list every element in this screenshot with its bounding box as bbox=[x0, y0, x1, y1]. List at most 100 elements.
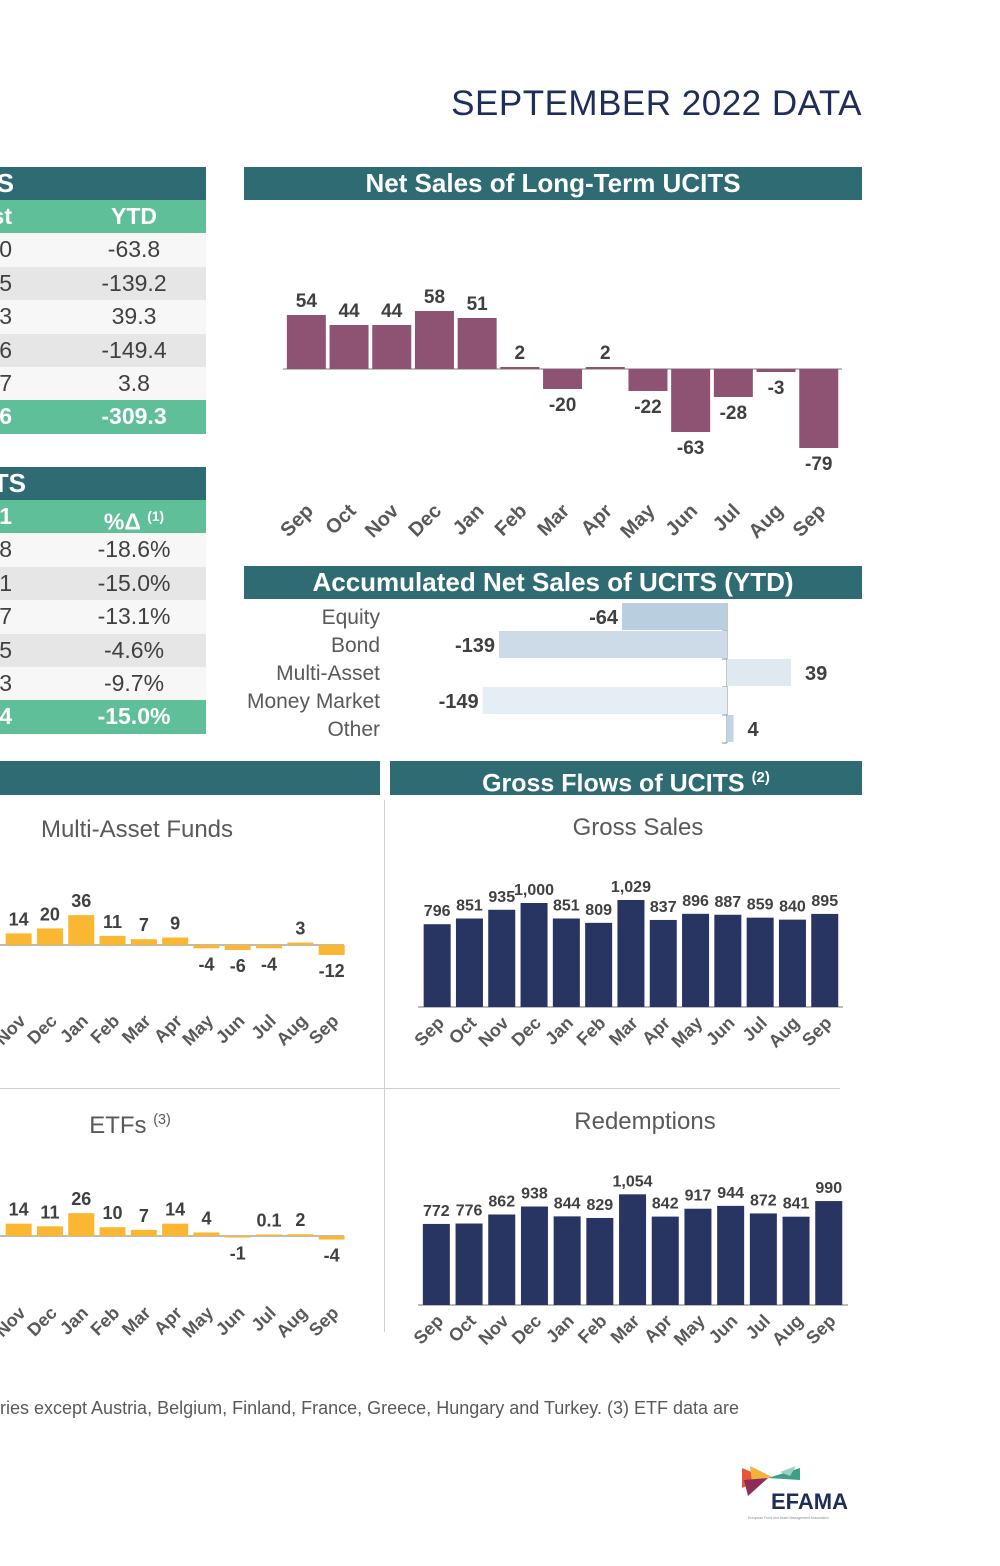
horizontal-divider bbox=[0, 1088, 840, 1089]
data-label: 851 bbox=[553, 897, 580, 914]
data-label: 3 bbox=[295, 919, 305, 939]
data-label: -139 bbox=[455, 635, 495, 657]
footnote: ries except Austria, Belgium, Finland, F… bbox=[0, 1398, 739, 1418]
etfs-title: ETFs (3) bbox=[89, 1112, 171, 1139]
x-tick-label: Mar bbox=[118, 1011, 155, 1048]
table-cell-value: -63.8 bbox=[107, 236, 161, 263]
bar bbox=[422, 1223, 450, 1305]
bar bbox=[488, 909, 516, 1007]
data-label: -63 bbox=[677, 438, 704, 459]
data-label: 1,000 bbox=[514, 882, 554, 899]
table-cell-partial: 67 bbox=[0, 603, 12, 630]
table-row: 3 39.3 bbox=[0, 300, 206, 334]
x-tick-label: Apr bbox=[640, 1311, 676, 1347]
data-label: 7 bbox=[139, 915, 149, 935]
bar bbox=[749, 1213, 777, 1305]
table-row: 6 -149.4 bbox=[0, 333, 206, 367]
x-tick-label: Sep bbox=[276, 500, 317, 541]
data-label: 26 bbox=[71, 1189, 91, 1209]
x-tick-label: Aug bbox=[272, 1303, 311, 1342]
table-cell-partial: 3 bbox=[0, 669, 12, 696]
net-assets-table: TS 021 %Δ (1) 78 -18.6% 01 -15.0% 67 -13.1% 95… bbox=[0, 467, 206, 734]
data-label: -3 bbox=[768, 378, 785, 399]
bar bbox=[622, 603, 727, 630]
bar bbox=[671, 369, 711, 432]
data-label: 917 bbox=[685, 1188, 712, 1205]
data-label: 36 bbox=[71, 891, 91, 911]
table-row: 0 -63.8 bbox=[0, 233, 206, 267]
accumulated-chart: Equity -64 Bond -139 Multi-Asset 39 Money Mark… bbox=[247, 603, 827, 744]
data-label: 829 bbox=[586, 1197, 613, 1214]
category-label: Equity bbox=[322, 606, 381, 629]
bar bbox=[68, 915, 95, 945]
x-tick-label: Mar bbox=[605, 1013, 642, 1050]
table-cell-value: -149.4 bbox=[101, 336, 167, 363]
data-label: -12 bbox=[319, 961, 345, 981]
etfs-chart: 14 Nov 11 Dec 26 Jan 10 Feb 7 Mar 14 Apr 4 May -1 Jun 0.… bbox=[0, 1189, 345, 1342]
data-label: 0.1 bbox=[257, 1211, 282, 1231]
bar bbox=[99, 1227, 126, 1236]
table-header-row: 021 %Δ (1) bbox=[0, 500, 206, 535]
x-tick-label: Feb bbox=[574, 1311, 611, 1348]
bar bbox=[778, 919, 806, 1007]
x-tick-label: May bbox=[178, 1011, 217, 1050]
x-tick-label: Mar bbox=[118, 1303, 155, 1340]
x-tick-label: Apr bbox=[150, 1303, 186, 1339]
data-label: 796 bbox=[424, 903, 451, 920]
gross-sales-title: Gross Sales bbox=[572, 814, 704, 841]
table-cell-partial: 95 bbox=[0, 636, 12, 663]
x-tick-label: Oct bbox=[321, 500, 360, 539]
table-cell-partial: 3 bbox=[0, 303, 12, 330]
bar bbox=[553, 1216, 581, 1305]
data-label: 1,029 bbox=[611, 879, 651, 896]
x-tick-label: May bbox=[616, 499, 660, 543]
bar bbox=[287, 942, 314, 945]
x-tick-label: Dec bbox=[507, 1013, 544, 1050]
bar bbox=[414, 311, 454, 369]
x-tick-label: Oct bbox=[445, 1013, 480, 1048]
x-tick-label: Sep bbox=[410, 1013, 447, 1050]
data-label: 14 bbox=[9, 909, 29, 929]
bar bbox=[684, 1208, 712, 1305]
redemptions-title: Redemptions bbox=[574, 1108, 716, 1135]
category-label: Multi-Asset bbox=[276, 662, 380, 685]
data-label: -149 bbox=[439, 691, 479, 713]
bar bbox=[651, 1216, 679, 1305]
bar bbox=[162, 937, 189, 945]
data-label: 4 bbox=[201, 1208, 211, 1228]
data-label: 2 bbox=[515, 343, 526, 364]
bar bbox=[520, 903, 548, 1007]
bar bbox=[682, 913, 710, 1007]
data-label: 11 bbox=[103, 912, 122, 932]
data-label: 944 bbox=[717, 1185, 744, 1202]
x-tick-label: Feb bbox=[87, 1011, 124, 1048]
multi-asset-title: Multi-Asset Funds bbox=[40, 816, 234, 843]
bar bbox=[193, 945, 220, 949]
bar bbox=[423, 924, 451, 1007]
x-tick-label: Jun bbox=[705, 1311, 742, 1348]
data-label: -22 bbox=[634, 397, 661, 418]
bar bbox=[746, 917, 774, 1007]
bar bbox=[287, 1234, 314, 1236]
table-row: 5 -139.2 bbox=[0, 266, 206, 301]
x-tick-label: Dec bbox=[404, 500, 446, 542]
table-row: 67 -13.1% bbox=[0, 600, 206, 634]
table-row: 01 -15.0% bbox=[0, 566, 206, 601]
table-row: 78 -18.6% bbox=[0, 533, 206, 567]
bar bbox=[585, 367, 625, 369]
data-label: -4 bbox=[324, 1246, 340, 1266]
table-total-row: 6 -309.3 bbox=[0, 400, 206, 434]
data-label: 844 bbox=[554, 1195, 581, 1212]
bar bbox=[500, 367, 540, 369]
table-cell-value: -4.6% bbox=[103, 636, 165, 663]
x-tick-label: Nov bbox=[0, 1303, 29, 1341]
data-label: -4 bbox=[261, 954, 277, 974]
bar bbox=[585, 922, 613, 1007]
table-cell-value: -139.2 bbox=[101, 269, 167, 296]
data-label: 842 bbox=[652, 1196, 679, 1213]
gross-flows-header: Gross Flows of UCITS (2) bbox=[390, 761, 862, 795]
data-label: 2 bbox=[295, 1210, 305, 1230]
bar bbox=[329, 325, 369, 369]
x-tick-label: May bbox=[178, 1303, 217, 1342]
data-label: 851 bbox=[456, 897, 483, 914]
